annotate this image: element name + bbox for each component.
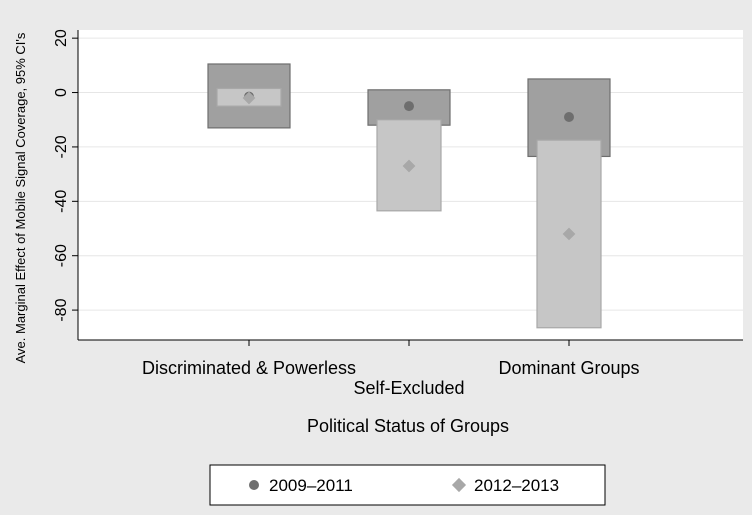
point-2009-2011-dominant-groups <box>564 112 574 123</box>
axes <box>77 30 743 341</box>
legend-marker-2012-2013 <box>451 477 467 493</box>
x-category-label: Self-Excluded <box>353 378 464 398</box>
point-2009-2011-self-excluded <box>404 101 414 112</box>
legend-label-2009-2011: 2009–2011 <box>269 476 353 495</box>
legend-box <box>209 464 606 506</box>
x-category-label: Discriminated & Powerless <box>142 358 356 378</box>
y-ticks: 20 0 -20 -40 -60 -80 <box>53 29 78 322</box>
y-tick-label: -60 <box>53 244 70 267</box>
x-category-label: Dominant Groups <box>498 358 639 378</box>
point-2012-2013-self-excluded <box>402 159 416 173</box>
y-tick-label: -20 <box>53 135 70 158</box>
y-axis-title: Ave. Marginal Effect of Mobile Signal Co… <box>13 32 28 363</box>
y-tick-label: -40 <box>53 190 70 213</box>
y-tick-label: 20 <box>53 29 70 47</box>
legend-marker-2009-2011 <box>249 480 259 490</box>
legend: 2009–2011 2012–2013 <box>209 464 606 506</box>
x-axis-title: Political Status of Groups <box>307 416 509 436</box>
point-2012-2013-discriminated-powerless <box>242 91 256 105</box>
legend-label-2012-2013: 2012–2013 <box>474 476 559 495</box>
y-tick-label: 0 <box>53 88 70 97</box>
y-tick-label: -80 <box>53 298 70 321</box>
ci-boxes <box>207 63 611 329</box>
